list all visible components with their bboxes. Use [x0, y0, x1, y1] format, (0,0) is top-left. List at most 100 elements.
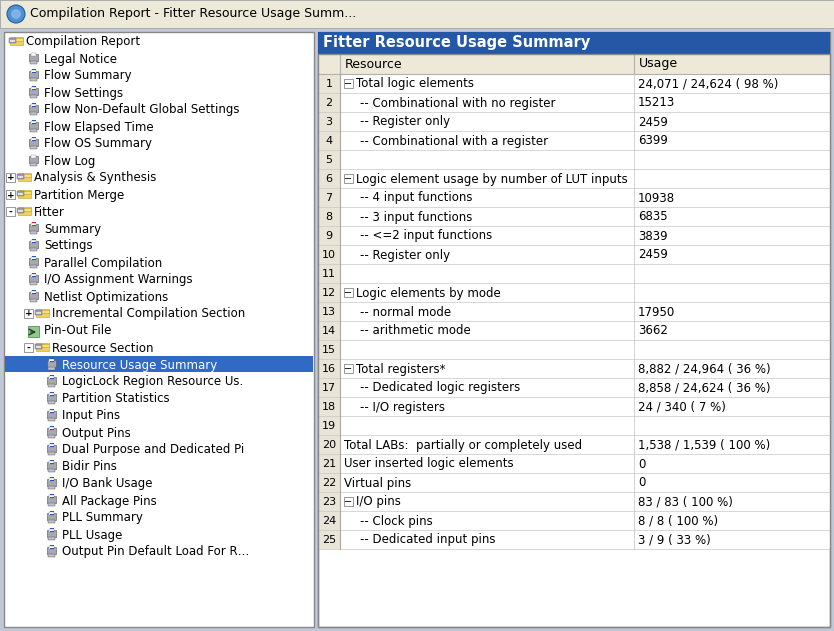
Text: 15: 15: [322, 345, 336, 355]
Text: 20: 20: [322, 440, 336, 450]
Text: Netlist Optimizations: Netlist Optimizations: [44, 290, 168, 304]
Bar: [318, 473, 830, 492]
Bar: [30, 282, 37, 285]
Bar: [49, 376, 54, 379]
Bar: [318, 207, 340, 226]
Bar: [318, 530, 340, 549]
Text: 5: 5: [325, 155, 333, 165]
Bar: [318, 54, 830, 74]
Bar: [30, 265, 37, 268]
Text: −: −: [344, 497, 352, 507]
Text: 24 / 340 ( 7 %): 24 / 340 ( 7 %): [638, 401, 726, 413]
Bar: [49, 410, 54, 413]
Text: -- Combinational with no register: -- Combinational with no register: [360, 97, 555, 110]
Text: 7: 7: [325, 193, 333, 203]
Bar: [318, 169, 340, 188]
Bar: [318, 150, 830, 169]
Text: 18: 18: [322, 402, 336, 412]
Bar: [17, 208, 24, 213]
Text: 8,858 / 24,624 ( 36 %): 8,858 / 24,624 ( 36 %): [638, 382, 771, 394]
Bar: [29, 258, 38, 265]
Bar: [318, 321, 340, 340]
Bar: [5, 356, 313, 372]
Bar: [318, 245, 340, 264]
Bar: [318, 207, 830, 226]
Bar: [318, 321, 830, 340]
Text: Total LABs:  partially or completely used: Total LABs: partially or completely used: [344, 439, 582, 452]
Bar: [18, 193, 23, 195]
Bar: [318, 188, 340, 207]
Bar: [47, 496, 56, 503]
Text: -- Dedicated input pins: -- Dedicated input pins: [360, 533, 495, 546]
Bar: [318, 264, 830, 283]
Bar: [18, 210, 23, 212]
Bar: [6, 207, 15, 216]
Text: -- Register only: -- Register only: [360, 115, 450, 129]
Bar: [48, 384, 55, 387]
Text: 1,538 / 1,539 ( 100 %): 1,538 / 1,539 ( 100 %): [638, 439, 771, 452]
Bar: [49, 393, 54, 396]
Bar: [344, 288, 353, 297]
Bar: [318, 93, 830, 112]
Bar: [31, 274, 36, 277]
Text: 17950: 17950: [638, 305, 676, 319]
Bar: [31, 223, 36, 226]
Text: 2459: 2459: [638, 115, 668, 129]
Bar: [49, 495, 54, 498]
Bar: [18, 174, 31, 177]
Text: Compilation Report: Compilation Report: [26, 35, 140, 49]
Bar: [318, 511, 830, 530]
Bar: [31, 104, 36, 107]
Text: 24: 24: [322, 516, 336, 526]
Bar: [30, 95, 37, 98]
Text: Resource: Resource: [345, 57, 403, 71]
Bar: [318, 150, 340, 169]
Bar: [318, 54, 830, 627]
Circle shape: [7, 5, 25, 23]
Bar: [29, 224, 38, 231]
Bar: [318, 169, 830, 188]
Bar: [4, 32, 314, 627]
Text: 10938: 10938: [638, 191, 676, 204]
Bar: [30, 231, 37, 234]
Text: Output Pins: Output Pins: [62, 427, 131, 440]
Text: User inserted logic elements: User inserted logic elements: [344, 457, 514, 471]
Text: Compilation Report - Fitter Resource Usage Summ...: Compilation Report - Fitter Resource Usa…: [30, 8, 356, 20]
Text: Partition Merge: Partition Merge: [34, 189, 124, 201]
Bar: [35, 310, 42, 315]
Bar: [10, 40, 15, 42]
Bar: [344, 497, 353, 506]
Bar: [31, 121, 36, 124]
Bar: [29, 122, 38, 129]
Bar: [318, 302, 830, 321]
Bar: [48, 435, 55, 438]
Bar: [29, 292, 38, 299]
Bar: [48, 418, 55, 421]
Bar: [49, 529, 54, 532]
Text: Incremental Compilation Section: Incremental Compilation Section: [52, 307, 245, 321]
Text: 21: 21: [322, 459, 336, 469]
Bar: [48, 367, 55, 370]
Bar: [318, 226, 340, 245]
Text: -: -: [8, 208, 13, 216]
Text: LogicLock Region Resource Us.: LogicLock Region Resource Us.: [62, 375, 244, 389]
Text: -- Combinational with a register: -- Combinational with a register: [360, 134, 548, 148]
Bar: [29, 156, 38, 163]
Bar: [318, 245, 830, 264]
Text: −: −: [344, 288, 352, 298]
Text: 3: 3: [325, 117, 333, 127]
Bar: [318, 473, 340, 492]
Bar: [31, 87, 36, 90]
Bar: [318, 435, 830, 454]
Bar: [18, 173, 31, 181]
Bar: [30, 129, 37, 132]
Bar: [49, 444, 54, 447]
Text: -- 4 input functions: -- 4 input functions: [360, 191, 473, 204]
Bar: [18, 208, 31, 211]
Bar: [29, 241, 38, 248]
Bar: [29, 54, 38, 61]
Bar: [47, 513, 56, 520]
Bar: [318, 74, 830, 93]
Bar: [36, 312, 41, 314]
Bar: [30, 78, 37, 81]
